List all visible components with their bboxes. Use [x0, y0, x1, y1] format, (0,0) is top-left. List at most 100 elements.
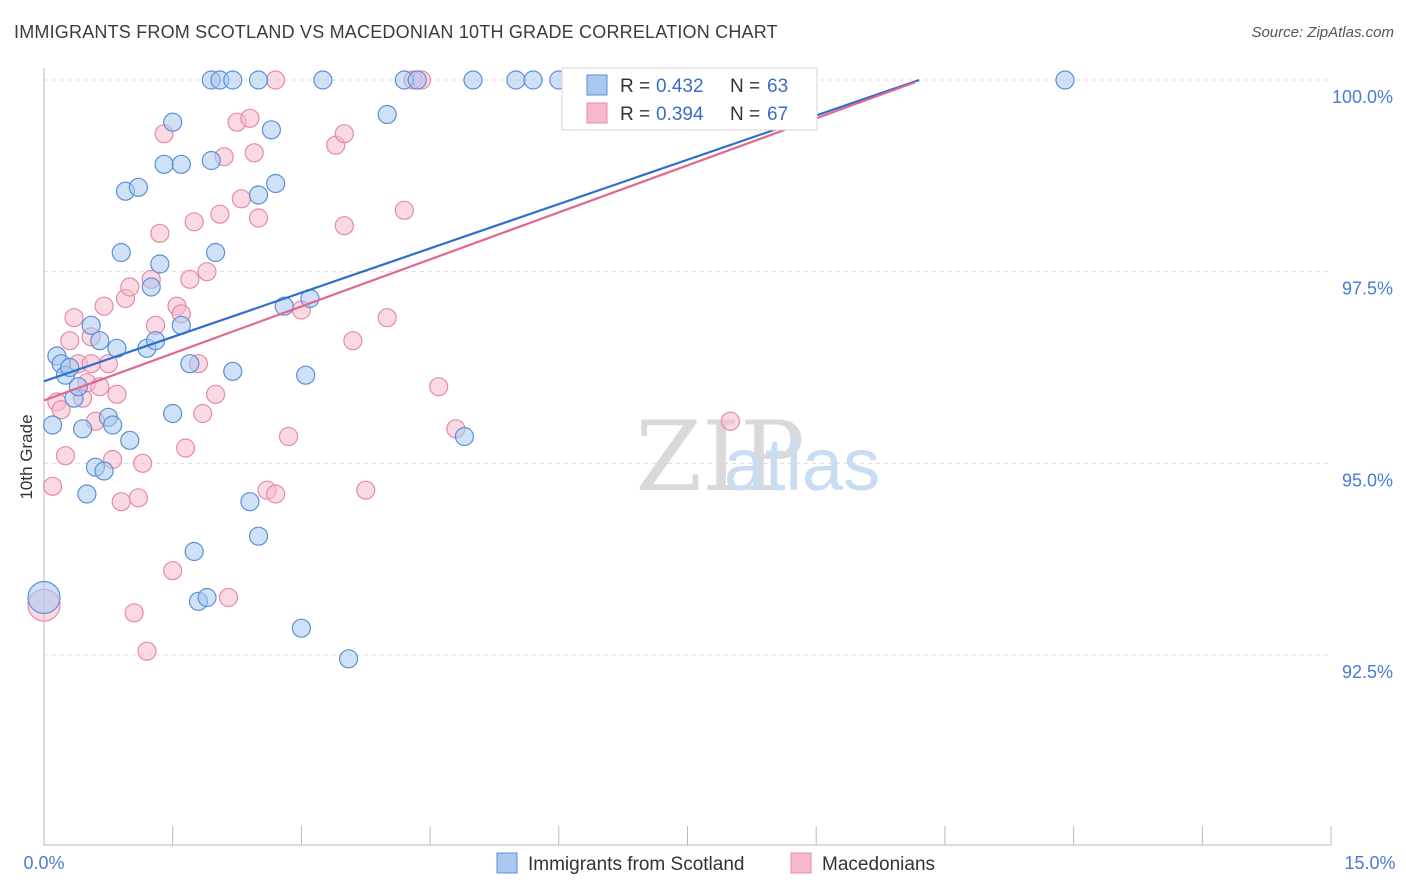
macedonians-point-51: [334, 216, 354, 236]
scotland-point-48: [296, 365, 316, 385]
macedonians-point-6: [64, 308, 84, 328]
legend-r-label-macedonians: R =: [620, 104, 650, 125]
scotland-point-26: [163, 112, 183, 132]
macedonians-point-5: [60, 331, 80, 351]
series-scotland-points: [27, 70, 1075, 669]
trend-line-macedonians: [43, 81, 916, 402]
macedonians-point-28: [163, 561, 183, 581]
scotland-point-33: [197, 587, 217, 608]
legend-swatch-scotland: [586, 74, 608, 96]
scotland-point-42: [248, 185, 269, 205]
scotland-point-51: [338, 649, 359, 669]
legend-n-value-macedonians: 67: [767, 104, 788, 125]
macedonians-point-39: [218, 587, 239, 608]
scotland-point-20: [128, 177, 148, 197]
legend-r-value-scotland: 0.432: [656, 76, 704, 97]
macedonians-point-60: [720, 411, 741, 431]
macedonians-point-53: [356, 480, 376, 500]
y-tick-label-0: 92.5%: [1342, 662, 1393, 682]
bottom-legend-swatch-macedonians: [790, 852, 812, 874]
scotland-point-1: [42, 415, 63, 435]
scotland-point-7: [68, 377, 88, 397]
macedonians-point-58: [429, 377, 449, 397]
scotland-point-50: [313, 70, 333, 90]
scotland-point-43: [248, 70, 269, 90]
watermark-atlas: atlas: [724, 423, 880, 506]
scotland-point-25: [154, 154, 174, 174]
source-label: Source: ZipAtlas.com: [1251, 24, 1394, 41]
macedonians-point-42: [240, 108, 260, 128]
legend-r-value-macedonians: 0.394: [656, 104, 704, 125]
macedonians-point-41: [231, 189, 251, 209]
macedonians-point-17: [111, 492, 131, 512]
scotland-point-30: [180, 354, 200, 374]
macedonians-point-44: [248, 208, 269, 228]
scotland-point-12: [90, 331, 110, 351]
macedonians-point-46: [266, 484, 286, 504]
macedonians-point-16: [107, 384, 127, 404]
macedonians-point-55: [394, 200, 414, 220]
chart-title: IMMIGRANTS FROM SCOTLAND VS MACEDONIAN 1…: [14, 22, 778, 42]
legend-box: R = 0.432 N = 63 R = 0.394 N = 67: [561, 67, 818, 131]
macedonians-point-33: [184, 212, 204, 232]
scotland-point-57: [506, 70, 526, 90]
macedonians-point-66: [266, 70, 286, 90]
scotland-point-38: [223, 70, 243, 90]
macedonians-point-1: [42, 476, 63, 496]
macedonians-point-43: [244, 143, 264, 163]
scotland-point-0: [27, 580, 61, 615]
scotland-point-19: [120, 430, 140, 450]
macedonians-point-50: [334, 124, 354, 144]
scotland-point-47: [291, 618, 311, 638]
macedonians-point-20: [124, 603, 144, 623]
scotland-point-17: [111, 242, 131, 263]
macedonians-point-34: [193, 403, 213, 424]
scotland-point-27: [163, 403, 183, 424]
macedonians-point-13: [94, 296, 114, 316]
legend-n-label-scotland: N =: [730, 76, 760, 97]
scotland-point-15: [103, 415, 123, 435]
scotland-point-58: [523, 70, 543, 90]
macedonians-point-21: [128, 488, 148, 508]
scotland-point-56: [463, 70, 483, 90]
scotland-point-55: [454, 426, 475, 447]
scotland-point-24: [150, 254, 170, 274]
legend-n-label-macedonians: N =: [730, 104, 760, 125]
x-ticks: [43, 826, 1332, 845]
scotland-point-34: [201, 150, 221, 171]
scotland-point-62: [1055, 70, 1075, 90]
legend-r-label-scotland: R =: [620, 76, 650, 97]
scotland-point-40: [240, 492, 260, 512]
scotland-point-39: [223, 361, 243, 381]
macedonians-point-52: [343, 331, 363, 351]
x-tick-label-max: 15.0%: [1344, 853, 1395, 873]
legend-n-value-scotland: 63: [767, 76, 788, 97]
scotland-point-8: [73, 419, 93, 439]
macedonians-point-64: [81, 354, 101, 374]
scotland-point-41: [248, 526, 269, 546]
y-tick-label-2: 97.5%: [1342, 279, 1393, 299]
bottom-legend-label-scotland: Immigrants from Scotland: [528, 854, 744, 875]
legend-swatch-macedonians: [586, 102, 608, 124]
scotland-point-45: [266, 173, 286, 194]
macedonians-point-54: [377, 308, 397, 328]
macedonians-point-32: [180, 269, 200, 289]
macedonians-point-19: [120, 277, 140, 297]
macedonians-point-35: [197, 262, 217, 282]
y-tick-label-3: 100.0%: [1332, 87, 1393, 107]
macedonians-point-36: [206, 384, 226, 404]
scotland-point-35: [206, 242, 226, 263]
scotland-point-44: [261, 120, 281, 140]
macedonians-point-26: [150, 223, 170, 243]
scotland-point-10: [81, 315, 101, 335]
macedonians-point-31: [175, 438, 196, 458]
y-tick-label-1: 95.0%: [1342, 470, 1393, 490]
y-tick-labels: 92.5% 95.0% 97.5% 100.0%: [1332, 87, 1393, 682]
x-tick-label-min: 0.0%: [23, 853, 64, 873]
y-axis-label: 10th Grade: [17, 414, 36, 499]
scotland-point-52: [377, 104, 397, 125]
macedonians-point-4: [55, 446, 76, 466]
watermark-zip: ZIP: [635, 401, 804, 513]
scotland-point-31: [184, 541, 204, 562]
